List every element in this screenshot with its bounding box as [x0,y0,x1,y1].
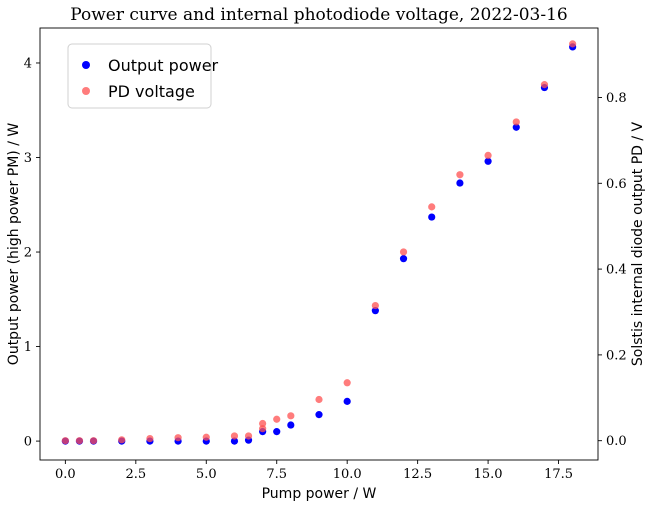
y-right-tick-label: 0.2 [606,348,627,363]
output-power-point [315,411,323,419]
legend-marker [82,61,90,69]
series-pd-voltage [61,40,577,445]
legend-label: Output power [108,56,219,75]
pd-voltage-point [456,171,464,179]
x-tick-label: 7.5 [266,467,287,482]
pd-voltage-point [315,395,323,404]
pd-voltage-point [259,419,267,428]
y-left-tick-label: 2 [24,246,32,261]
pd-voltage-point [61,437,69,445]
pd-voltage-point [399,248,408,256]
pd-voltage-point [118,436,126,444]
output-power-point [428,213,436,221]
plot-area: 0.0 2.5 5.0 7.5 10.0 12.5 15.0 17.5 0 1 2 3 4 0.0 0.2 0… [24,27,627,482]
y-right-tick-label: 0.6 [606,177,627,192]
y-right-tick-label: 0.0 [606,434,627,449]
pd-voltage-point [484,151,492,160]
chart-legend: Output power PD voltage [67,43,219,109]
y-right-tick-label: 0.4 [606,263,627,278]
x-tick-label: 5.0 [196,467,217,482]
plot-frame [39,27,599,461]
pd-voltage-point [89,437,98,445]
pd-voltage-point [273,415,281,423]
pd-voltage-point [569,40,577,48]
pd-voltage-point [428,203,436,211]
legend-marker [82,87,90,95]
output-power-point [273,428,281,436]
pd-voltage-point [230,432,239,440]
pd-voltage-point [540,81,549,89]
output-power-point [230,437,239,445]
y-right-tick-label: 0.8 [606,91,627,106]
legend-box [67,43,212,109]
pd-voltage-point [371,301,379,310]
pd-voltage-point [202,433,210,441]
pd-voltage-point [512,118,520,126]
pd-voltage-point [244,432,253,440]
x-tick-label: 12.5 [403,467,432,482]
x-tick-label: 2.5 [125,467,146,482]
x-tick-label: 17.5 [544,467,573,482]
x-tick-label: 0.0 [55,467,76,482]
y-left-tick-label: 3 [24,151,32,166]
output-power-point [399,255,408,263]
y-axis-right-label: Solstis internal diode output PD / V [630,121,646,366]
x-axis-label: Pump power / W [262,486,377,502]
output-power-point [484,157,492,165]
pd-voltage-point [174,434,182,442]
output-power-point [456,179,464,187]
output-power-point [287,421,295,429]
x-tick-label: 15.0 [474,467,503,482]
pd-voltage-point [287,412,295,420]
pd-voltage-point [146,434,154,443]
chart-title: Power curve and internal photodiode volt… [70,5,568,25]
y-axis-left-label: Output power (high power PM) / W [6,123,22,366]
legend-label: PD voltage [108,82,195,101]
output-power-point [343,397,351,405]
x-tick-label: 10.0 [333,467,362,482]
pd-voltage-point [75,437,84,445]
pd-voltage-point [259,425,267,433]
output-power-point [371,307,379,315]
y-left-tick-label: 1 [24,340,32,355]
output-power-point [512,123,520,131]
y-left-tick-label: 0 [24,435,32,450]
pd-voltage-point [343,379,351,387]
y-left-tick-label: 4 [24,56,32,71]
